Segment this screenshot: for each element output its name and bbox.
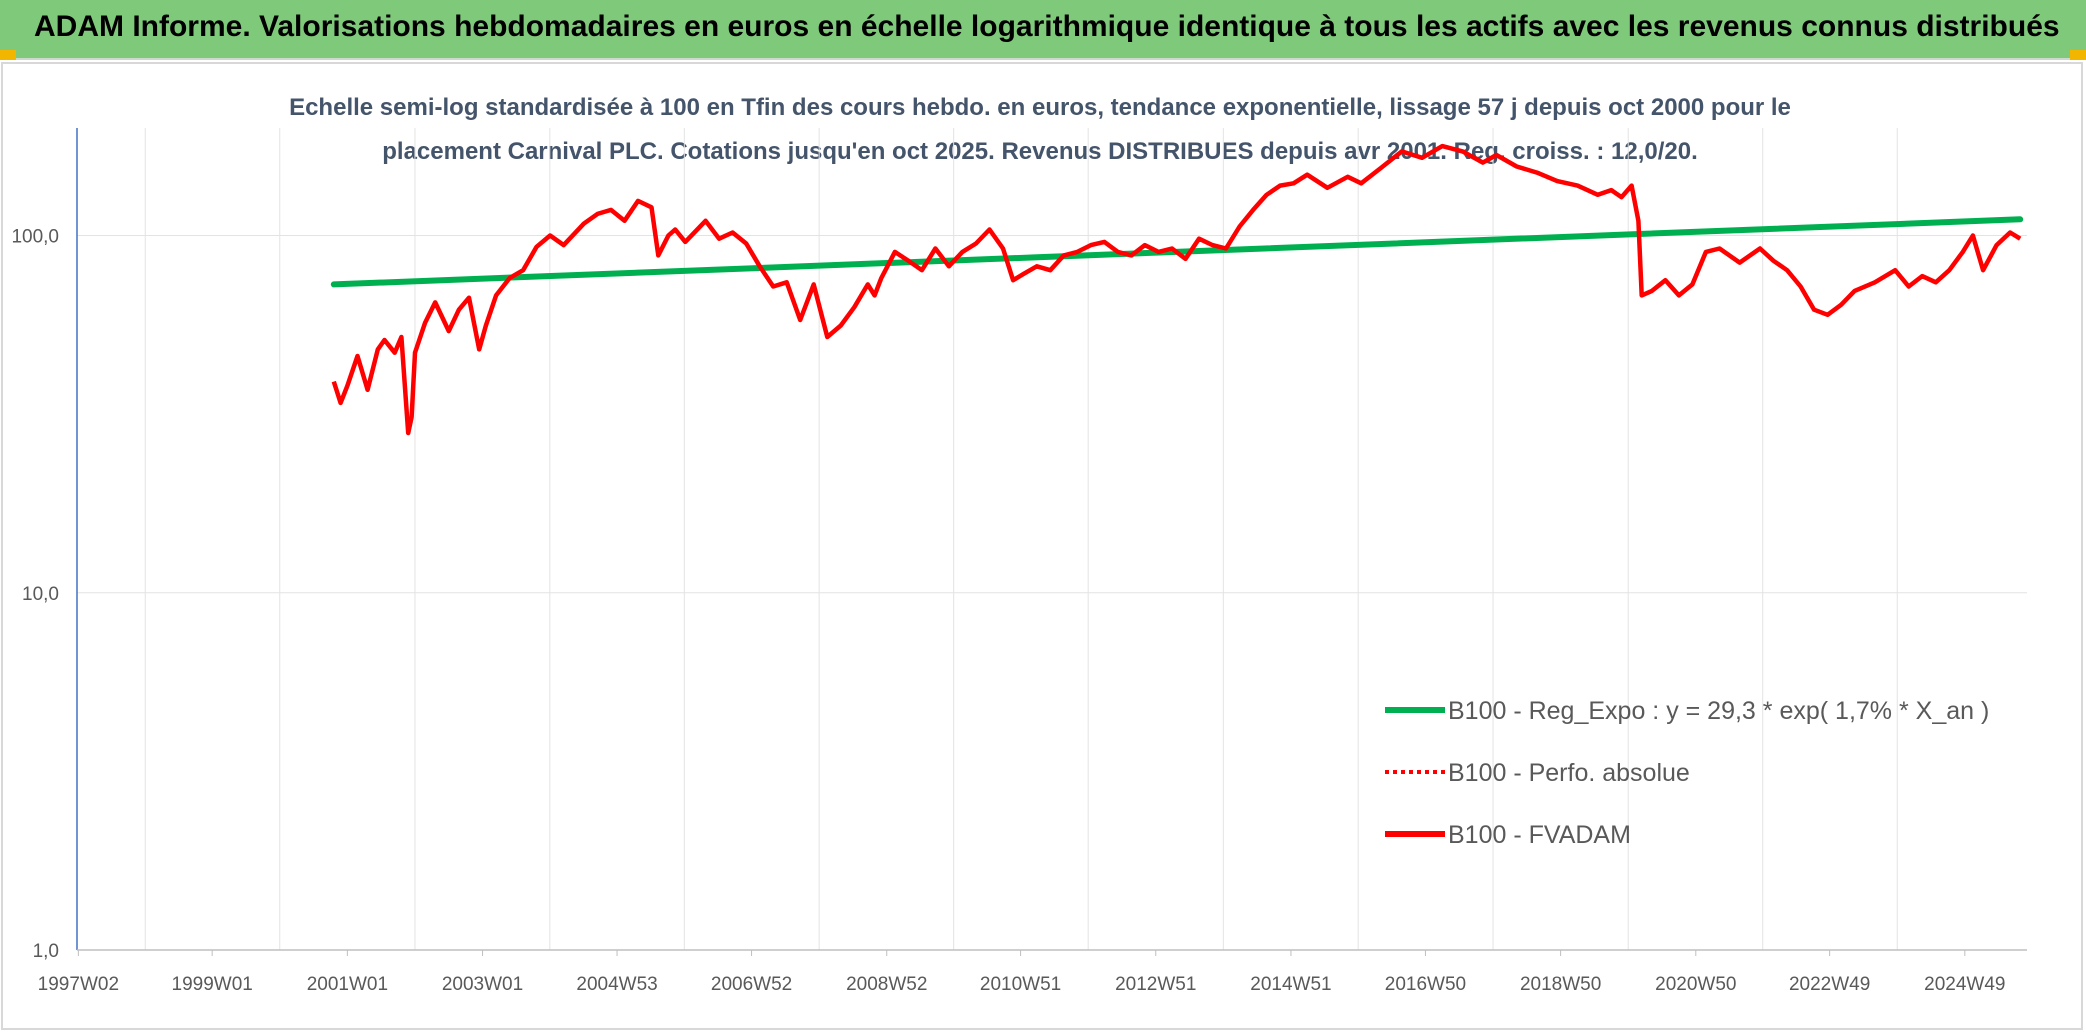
x-tick-label: 1997W02	[38, 974, 119, 995]
chart-title: Echelle semi-log standardisée à 100 en T…	[250, 86, 1830, 174]
x-tick-label: 2004W53	[576, 974, 657, 995]
x-tick-label: 2018W50	[1520, 974, 1601, 995]
corner-marker-left	[0, 50, 16, 60]
x-tick-label: 1999W01	[172, 974, 253, 995]
corner-marker-right	[2070, 50, 2086, 60]
legend-label: B100 - Reg_Expo : y = 29,3 * exp( 1,7% *…	[1448, 697, 1989, 725]
x-tick-label: 2003W01	[442, 974, 523, 995]
x-tick-label: 2001W01	[307, 974, 388, 995]
x-tick-label: 2014W51	[1250, 974, 1331, 995]
chart-frame	[1, 62, 2083, 1030]
series-line-fvadam	[331, 143, 2022, 436]
y-tick-label: 10,0	[22, 584, 59, 605]
x-tick-label: 2022W49	[1789, 974, 1870, 995]
y-tick-label: 1,0	[33, 941, 59, 962]
x-tick-label: 2008W52	[846, 974, 927, 995]
x-tick-label: 2020W50	[1655, 974, 1736, 995]
report-header: ADAM Informe. Valorisations hebdomadaire…	[0, 0, 2086, 60]
x-tick-label: 2010W51	[980, 974, 1061, 995]
y-tick-label: 100,0	[11, 227, 59, 248]
chart-title-line-1: Echelle semi-log standardisée à 100 en T…	[289, 94, 1791, 121]
report-title: ADAM Informe. Valorisations hebdomadaire…	[34, 10, 2060, 43]
x-tick-label: 2016W50	[1385, 974, 1466, 995]
x-tick-label: 2012W51	[1115, 974, 1196, 995]
legend-label: B100 - FVADAM	[1448, 821, 1631, 849]
x-tick-label: 2024W49	[1924, 974, 2005, 995]
x-tick-label: 2006W52	[711, 974, 792, 995]
legend-label: B100 - Perfo. absolue	[1448, 759, 1690, 787]
